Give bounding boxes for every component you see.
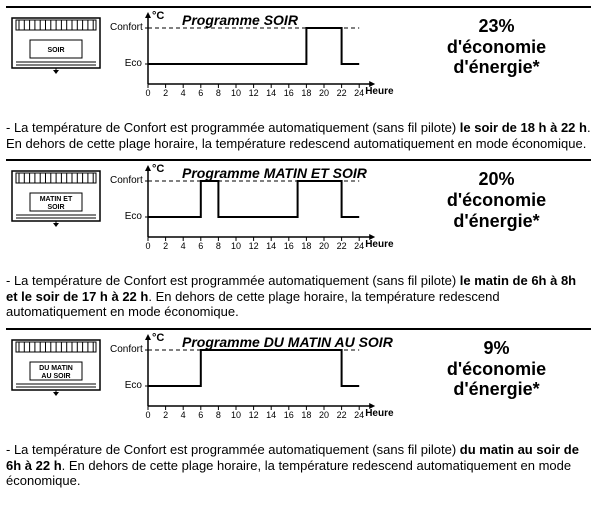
y-axis-unit: °C (152, 163, 164, 175)
program-section: MATIN ETSOIR °C Programme MATIN ET SOIR … (6, 159, 591, 320)
device-icon: DU MATINAU SOIR (6, 334, 106, 396)
x-axis-unit: Heure (365, 239, 393, 250)
device-icon: SOIR (6, 12, 106, 74)
y-label-confort: Confort (110, 344, 142, 355)
desc-lead: - La température de Confort est programm… (6, 273, 456, 288)
energy-percent: 20% (478, 169, 514, 189)
y-label-eco: Eco (110, 211, 142, 222)
program-description: - La température de Confort est programm… (6, 120, 591, 151)
y-label-confort: Confort (110, 175, 142, 186)
svg-text:DU MATIN: DU MATIN (39, 365, 73, 372)
energy-percent: 23% (478, 16, 514, 36)
chart-area: °C Programme DU MATIN AU SOIR Confort Ec… (112, 334, 402, 438)
x-axis-unit: Heure (365, 408, 393, 419)
chart-area: °C Programme SOIR Confort Eco 0246810121… (112, 12, 402, 116)
energy-savings-label: 20% d'économie d'énergie* (402, 165, 591, 231)
energy-line2: d'économie (447, 190, 546, 210)
x-axis-ticks: 024681012141618202224 (112, 410, 402, 422)
desc-tail: . En dehors de cette plage horaire, la t… (6, 458, 571, 489)
desc-lead: - La température de Confort est programm… (6, 442, 456, 457)
desc-lead: - La température de Confort est programm… (6, 120, 456, 135)
svg-text:MATIN ET: MATIN ET (40, 196, 73, 203)
device-illustration: SOIR (6, 12, 106, 74)
energy-savings-label: 9% d'économie d'énergie* (402, 334, 591, 400)
x-axis-unit: Heure (365, 86, 393, 97)
energy-line3: d'énergie* (453, 57, 539, 77)
energy-line3: d'énergie* (453, 379, 539, 399)
x-axis-ticks: 024681012141618202224 (112, 88, 402, 100)
desc-bold: le soir de 18 h à 22 h (460, 120, 587, 135)
y-axis-unit: °C (152, 332, 164, 344)
chart-title: Programme MATIN ET SOIR (182, 165, 367, 181)
y-axis-unit: °C (152, 10, 164, 22)
svg-text:AU SOIR: AU SOIR (41, 373, 70, 380)
program-description: - La température de Confort est programm… (6, 442, 591, 489)
svg-text:SOIR: SOIR (47, 47, 64, 54)
program-description: - La température de Confort est programm… (6, 273, 591, 320)
device-icon: MATIN ETSOIR (6, 165, 106, 227)
device-illustration: MATIN ETSOIR (6, 165, 106, 227)
device-illustration: DU MATINAU SOIR (6, 334, 106, 396)
chart-title: Programme SOIR (182, 12, 298, 28)
energy-line2: d'économie (447, 359, 546, 379)
x-axis-ticks: 024681012141618202224 (112, 241, 402, 253)
energy-line2: d'économie (447, 37, 546, 57)
program-section: DU MATINAU SOIR °C Programme DU MATIN AU… (6, 328, 591, 489)
energy-percent: 9% (483, 338, 509, 358)
chart-title: Programme DU MATIN AU SOIR (182, 334, 393, 350)
chart-area: °C Programme MATIN ET SOIR Confort Eco 0… (112, 165, 402, 269)
program-section: SOIR °C Programme SOIR Confort Eco (6, 6, 591, 151)
y-label-confort: Confort (110, 22, 142, 33)
energy-savings-label: 23% d'économie d'énergie* (402, 12, 591, 78)
energy-line3: d'énergie* (453, 211, 539, 231)
y-label-eco: Eco (110, 58, 142, 69)
y-label-eco: Eco (110, 380, 142, 391)
svg-text:SOIR: SOIR (47, 204, 64, 211)
